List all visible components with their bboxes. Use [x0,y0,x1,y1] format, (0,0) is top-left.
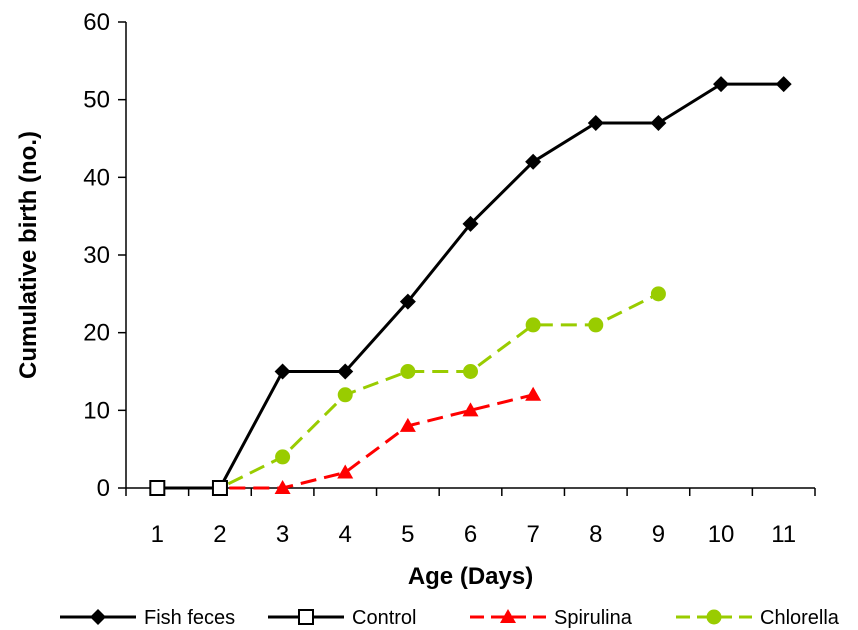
x-tick-label: 8 [589,521,602,548]
series-control [149,480,228,496]
data-point [399,293,416,310]
data-point [337,363,354,380]
y-axis-title: Cumulative birth (no.) [15,131,42,379]
data-point [463,364,478,379]
x-tick-label: 10 [708,521,735,548]
legend-item: Fish feces [60,607,235,629]
y-tick-label: 60 [83,9,110,36]
x-tick-label: 4 [339,521,352,548]
data-point [400,364,416,379]
data-point [399,417,416,432]
x-tick-label: 1 [151,521,164,548]
series-line [157,82,784,490]
data-point [337,387,353,403]
data-point [650,286,666,302]
series-layer [149,76,792,496]
data-point [275,449,291,465]
data-point [462,402,479,417]
y-tick-label: 10 [83,397,110,424]
x-tick-label: 9 [652,521,665,548]
x-tick-label: 3 [276,521,289,548]
series-fish-feces [149,76,792,496]
data-point [525,386,542,401]
legend-marker [706,609,722,625]
y-tick-label: 30 [83,242,110,269]
data-point [462,215,479,232]
legend-label: Spirulina [554,607,633,629]
data-point [650,114,667,131]
x-tick-label: 5 [401,521,414,548]
data-point [587,114,604,131]
y-tick-label: 0 [97,475,110,502]
data-point [525,317,541,333]
y-tick-label: 40 [83,164,110,191]
legend-label: Chlorella [760,607,840,629]
data-point [274,363,291,380]
data-point [274,480,291,494]
data-point [337,464,354,479]
x-tick-label: 11 [771,521,796,548]
x-tick-label: 2 [213,521,226,548]
legend-label: Fish feces [144,607,235,629]
legend-marker [298,609,314,625]
data-point [713,76,730,93]
y-tick-label: 50 [83,87,110,114]
legend-marker [500,609,516,623]
data-point [211,480,228,496]
legend-item: Chlorella [676,607,840,629]
x-tick-label: 6 [464,521,477,548]
data-point [775,76,792,93]
legend-item: Control [268,607,416,629]
legend-label: Control [352,607,416,629]
data-point [149,480,166,496]
series-spirulina [149,386,542,494]
data-point [525,153,542,170]
y-tick-label: 20 [83,320,110,347]
series-line [157,292,660,490]
legend: Fish feces Control Spirulina Chlorella [60,607,840,629]
series-chlorella [149,286,666,496]
x-tick-label: 7 [526,521,539,548]
legend-marker [90,609,106,625]
axes: 0 10 20 30 40 50 60 1 2 3 4 5 6 7 8 9 10 11 [83,9,816,548]
x-axis-title: Age (Days) [408,563,533,590]
data-point [588,317,604,333]
legend-item: Spirulina [470,607,633,629]
